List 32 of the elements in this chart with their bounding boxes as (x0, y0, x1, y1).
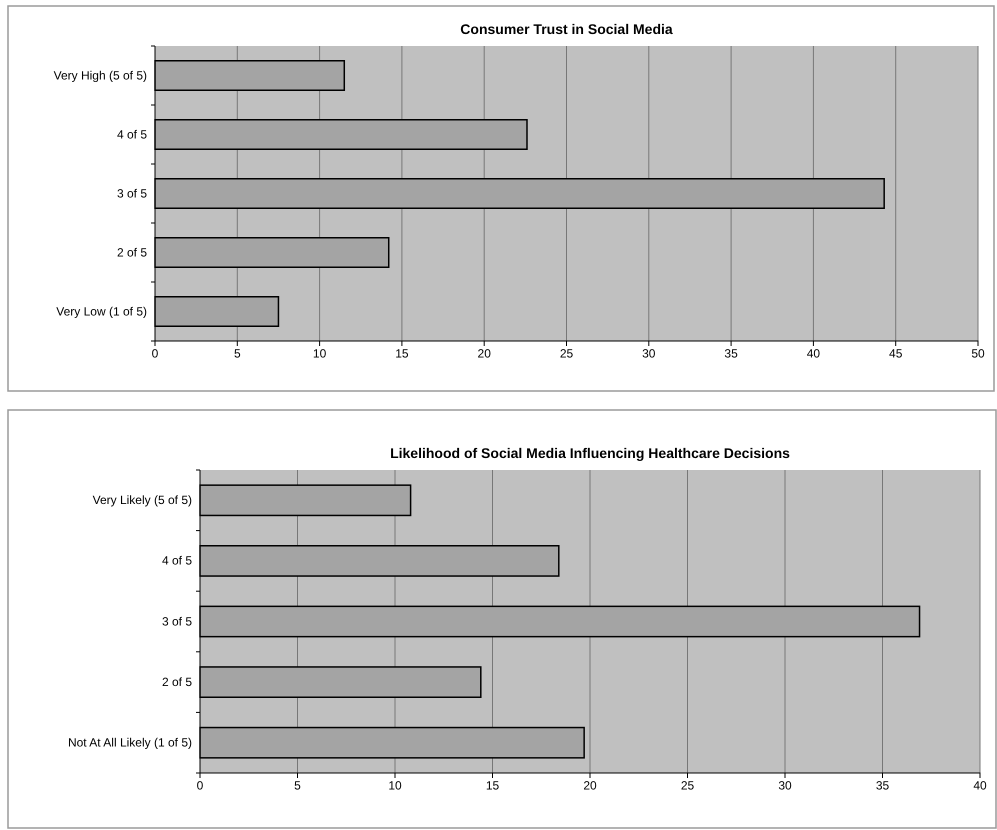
y-tick-label: 4 of 5 (116, 127, 148, 142)
x-tick-label: 0 (196, 778, 204, 793)
y-tick-label: 2 of 5 (116, 245, 148, 260)
y-tick-label: Very Low (1 of 5) (56, 304, 147, 318)
x-tick-label: 10 (312, 346, 327, 361)
x-tick-label: 20 (583, 778, 597, 793)
x-tick-label: 5 (294, 778, 302, 793)
chart-title: Consumer Trust in Social Media (460, 21, 673, 37)
x-tick-label: 0 (152, 346, 159, 361)
chart-title: Likelihood of Social Media Influencing Healthcare Decisions (390, 445, 790, 461)
x-tick-label: 30 (778, 778, 792, 793)
y-tick-label: 3 of 5 (116, 186, 148, 200)
x-tick-label: 15 (395, 346, 409, 361)
y-tick-label: 2 of 5 (162, 674, 192, 689)
x-tick-label: 30 (642, 346, 656, 361)
x-tick-label: 15 (486, 778, 500, 793)
y-tick-label: Not At All Likely (1 of 5) (68, 736, 192, 750)
x-tick-label: 35 (876, 778, 890, 793)
x-tick-label: 25 (560, 346, 574, 361)
y-tick-label: 4 of 5 (162, 554, 192, 568)
y-tick-label: Very Likely (5 of 5) (92, 493, 192, 508)
y-tick-label: Very High (5 of 5) (54, 68, 148, 82)
x-tick-label: 35 (724, 346, 738, 361)
x-tick-label: 25 (680, 778, 694, 793)
x-tick-label: 40 (973, 778, 987, 793)
y-tick-label: 3 of 5 (162, 614, 192, 628)
x-tick-label: 5 (234, 346, 241, 361)
x-tick-label: 20 (478, 346, 492, 361)
x-tick-label: 10 (388, 778, 402, 793)
x-tick-label: 45 (889, 346, 903, 361)
x-tick-label: 40 (806, 346, 820, 361)
x-tick-label: 50 (971, 346, 985, 361)
